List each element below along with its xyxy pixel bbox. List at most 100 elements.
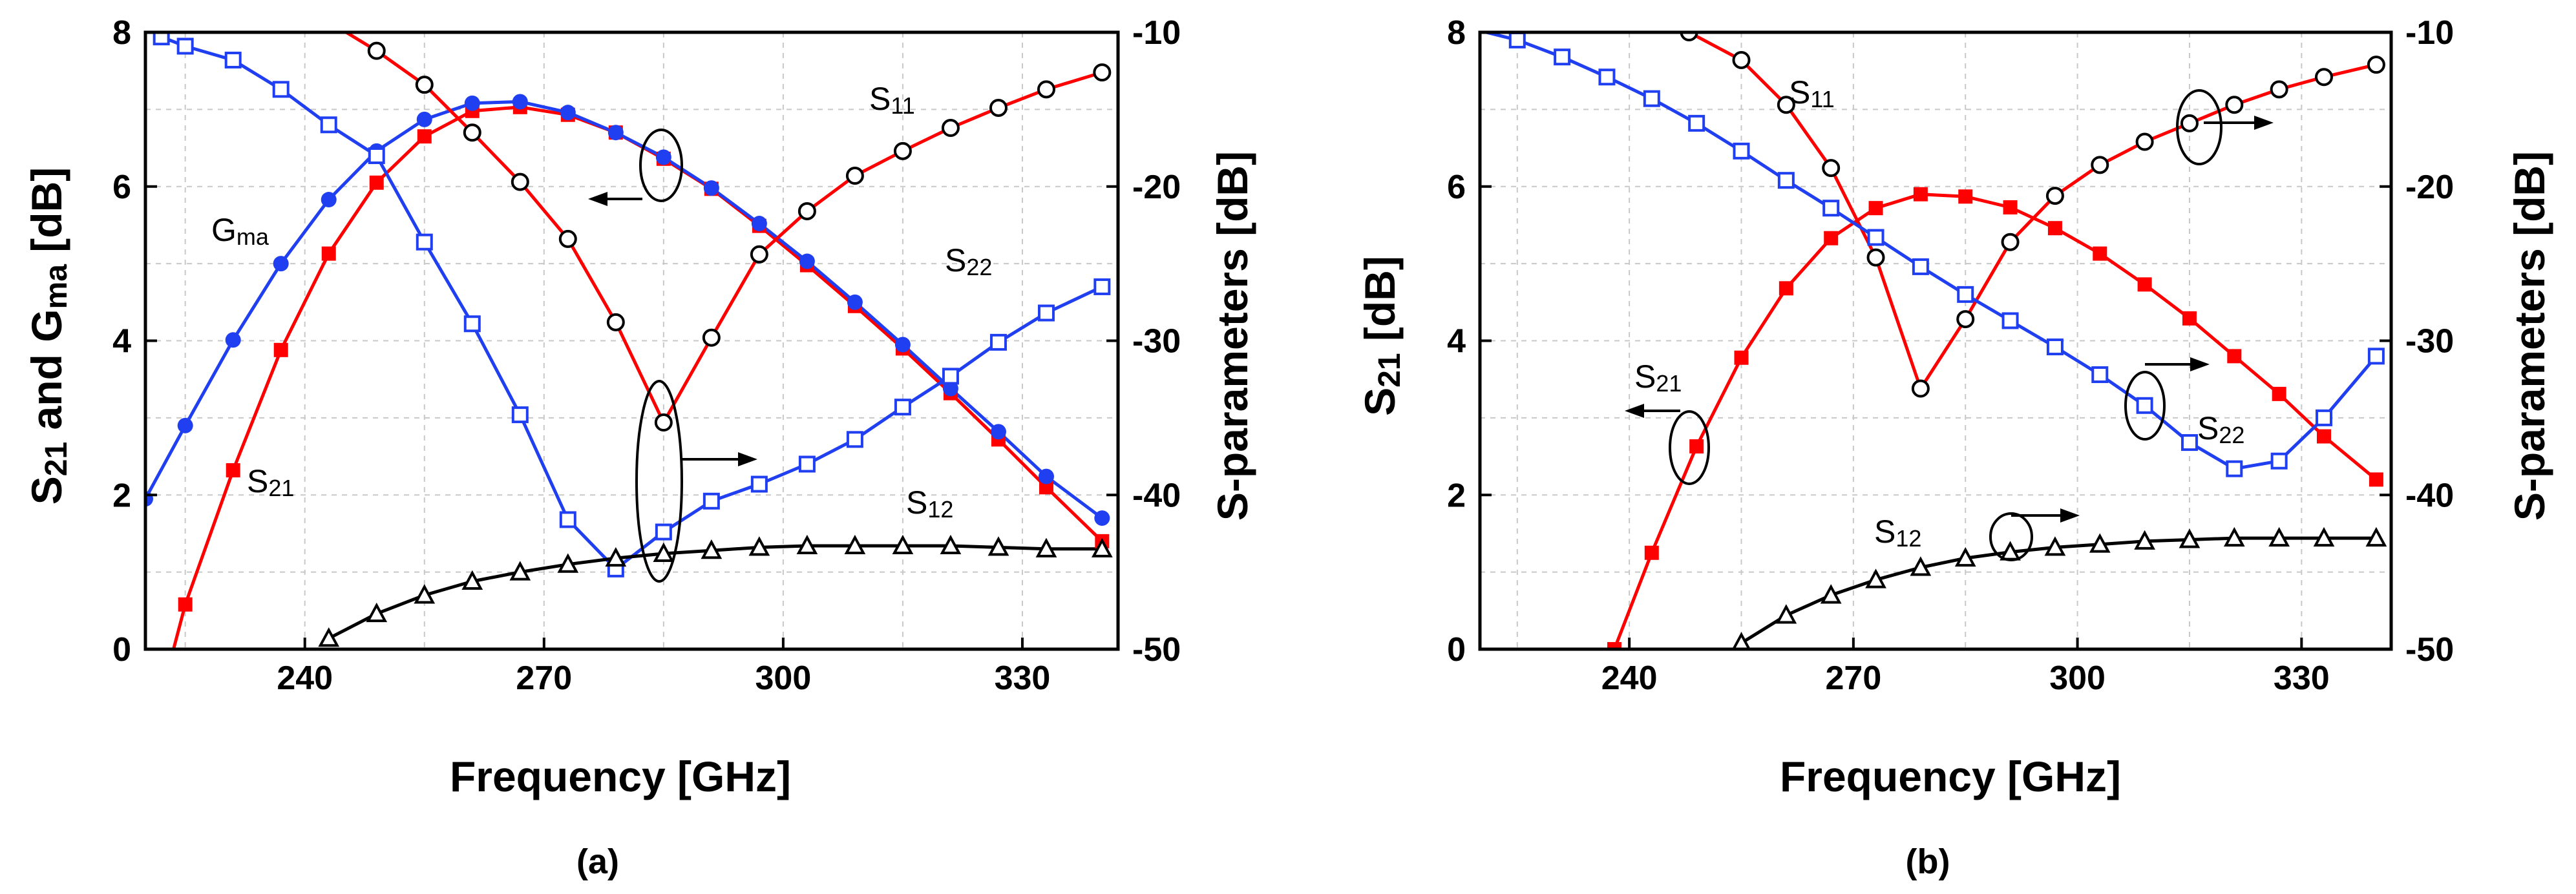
series-line-s21 (171, 105, 1104, 649)
s11-point-0 (1680, 32, 1698, 41)
s12-point-14 (987, 536, 1009, 556)
s22-point-19 (2315, 409, 2332, 426)
s11-point-14 (2314, 68, 2333, 87)
y-axis-label-right-a: S-parameters [dB] (1209, 151, 1256, 521)
gma-point-4 (321, 192, 337, 208)
y-left-tick-label: 2 (1447, 477, 1466, 514)
s12-point-0 (318, 627, 340, 647)
s22-point-6 (416, 233, 433, 251)
s12-point-1 (366, 602, 388, 623)
s12-point-10 (796, 534, 818, 555)
x-axis-label-b: Frequency [GHz] (1780, 753, 2121, 800)
gma-point-2 (225, 332, 241, 348)
s22-point-18 (989, 333, 1007, 351)
series-line-s11 (1688, 32, 2377, 390)
x-tick-label: 240 (277, 660, 333, 697)
panel-label-a: (a) (576, 842, 619, 881)
y-right-tick-label: -10 (2405, 14, 2454, 52)
s11-point-6 (1956, 310, 1975, 329)
arrowhead-left-b (1625, 404, 1644, 418)
panel-label-b: (b) (1906, 842, 1950, 881)
s21-point-0 (1607, 642, 1622, 649)
s22-point-7 (1777, 172, 1795, 189)
callouts-b (1625, 89, 2274, 561)
gma-point-19 (1038, 468, 1054, 484)
s11-point-11 (845, 167, 864, 185)
s12-point-4 (509, 561, 531, 581)
s11-point-13 (2270, 80, 2288, 99)
s11-point-7 (654, 413, 673, 432)
y-axis-label-left-b: S21 [dB] (1356, 256, 1407, 416)
s21-point-8 (1958, 189, 1973, 204)
s22-point-5 (1688, 114, 1705, 132)
s11-point-5 (1911, 379, 1930, 398)
label-gma: Gma (211, 212, 269, 250)
s22-point-1 (176, 37, 194, 55)
s12-point-13 (940, 534, 962, 555)
s11-point-15 (2367, 56, 2385, 74)
s11-point-1 (367, 41, 386, 60)
s11-point-10 (2135, 132, 2154, 151)
s11-point-4 (511, 172, 529, 191)
s12-point-16 (1091, 537, 1113, 557)
s21-point-9 (2003, 200, 2018, 214)
series-line-s21 (1612, 192, 2378, 649)
s12-point-2 (414, 584, 436, 604)
s11-point-5 (558, 229, 577, 248)
y-right-tick-label: -20 (1132, 169, 1181, 206)
gma-point-6 (416, 111, 432, 127)
s22-point-2 (1554, 48, 1571, 66)
s11-point-8 (2045, 187, 2064, 205)
s12-point-8 (2089, 533, 2111, 553)
gma-point-3 (273, 256, 289, 272)
y-right-tick-label: -30 (1132, 323, 1181, 360)
s11-point-2 (1777, 96, 1795, 114)
s22-point-12 (702, 492, 720, 510)
s22-point-0 (153, 32, 170, 46)
s12-point-1 (1775, 604, 1797, 624)
s12-point-11 (2223, 526, 2245, 547)
x-tick-label: 330 (995, 660, 1051, 697)
callout-ellipse-s21 (1669, 410, 1710, 485)
y-left-tick-label: 0 (1447, 631, 1466, 669)
gma-point-20 (1094, 510, 1110, 526)
gma-point-17 (942, 380, 958, 397)
gma-point-10 (607, 125, 624, 141)
s22-point-4 (320, 116, 337, 134)
s22-point-19 (1037, 304, 1055, 322)
label-s11-b: S11 (1789, 74, 1835, 112)
s12-point-0 (1732, 632, 1751, 649)
y-left-tick-label: 4 (1447, 323, 1466, 360)
grid-a (145, 32, 1118, 649)
s12-point-15 (1035, 537, 1057, 557)
series-line-gma (145, 99, 1103, 520)
y-right-tick-label: -10 (1132, 14, 1181, 52)
s12-point-5 (1954, 546, 1976, 567)
s12-point-8 (701, 539, 723, 559)
series-markers-a (145, 32, 1113, 647)
s21-point-19 (1039, 480, 1053, 495)
y-right-tick-label: -30 (2405, 323, 2454, 360)
s21-point-2 (226, 463, 240, 478)
s21-point-1 (1644, 545, 1659, 560)
y-left-tick-label: 8 (1447, 14, 1466, 52)
s12-point-3 (461, 570, 483, 590)
gma-point-8 (512, 94, 528, 110)
arrowhead-right-s11 (2254, 116, 2274, 130)
labels-a: Gma S21 S11 S22 S12 (211, 81, 992, 523)
s21-point-12 (2137, 277, 2152, 292)
s11-point-15 (1037, 80, 1055, 99)
s11-point-3 (463, 123, 481, 142)
y-right-tick-label: -50 (1132, 631, 1181, 669)
s21-point-6 (1868, 201, 1883, 216)
s12-point-12 (892, 534, 914, 555)
s22-point-7 (463, 315, 481, 333)
arrowhead-right-s22 (2190, 357, 2210, 371)
s21-point-3 (1734, 350, 1749, 365)
y-axis-label-right-b: S-parameters [dB] (2506, 151, 2553, 521)
x-tick-label: 240 (1601, 660, 1658, 697)
gma-point-11 (655, 149, 671, 165)
s21-point-17 (2369, 472, 2383, 487)
series-line-s12 (328, 544, 1103, 640)
s22-point-4 (1643, 90, 1660, 107)
